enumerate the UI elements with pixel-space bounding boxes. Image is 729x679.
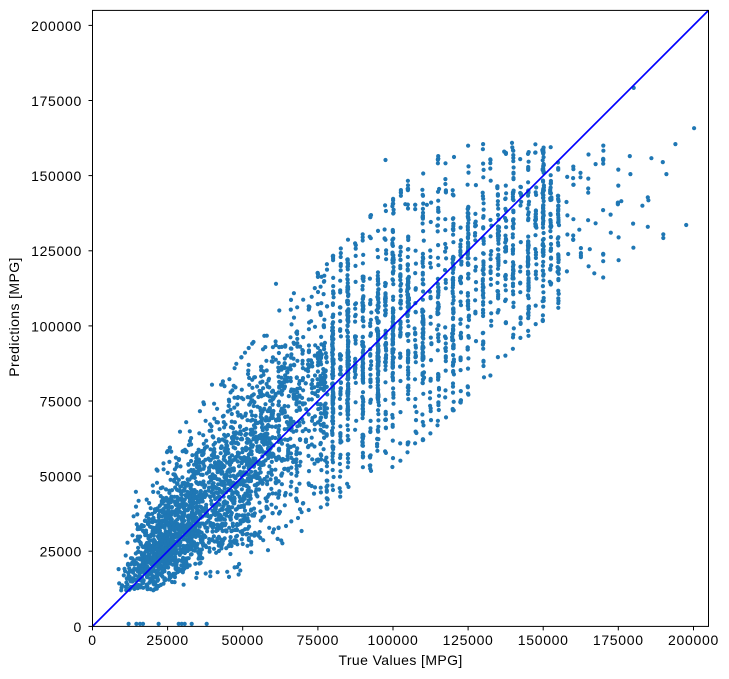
svg-text:True Values [MPG]: True Values [MPG] [338, 652, 462, 668]
svg-text:50000: 50000 [221, 632, 263, 648]
svg-text:0: 0 [74, 619, 83, 635]
svg-text:125000: 125000 [31, 243, 82, 259]
svg-text:200000: 200000 [668, 632, 719, 648]
svg-text:25000: 25000 [146, 632, 188, 648]
svg-text:75000: 75000 [40, 393, 82, 409]
svg-text:175000: 175000 [31, 93, 82, 109]
svg-text:50000: 50000 [40, 469, 82, 485]
svg-text:25000: 25000 [40, 544, 82, 560]
svg-text:150000: 150000 [31, 168, 82, 184]
svg-text:Predictions [MPG]: Predictions [MPG] [6, 257, 22, 377]
svg-text:200000: 200000 [31, 18, 82, 34]
svg-text:75000: 75000 [297, 632, 339, 648]
svg-text:100000: 100000 [31, 318, 82, 334]
svg-text:100000: 100000 [368, 632, 419, 648]
svg-text:125000: 125000 [443, 632, 494, 648]
svg-text:0: 0 [88, 632, 97, 648]
svg-text:150000: 150000 [518, 632, 569, 648]
svg-text:175000: 175000 [593, 632, 644, 648]
